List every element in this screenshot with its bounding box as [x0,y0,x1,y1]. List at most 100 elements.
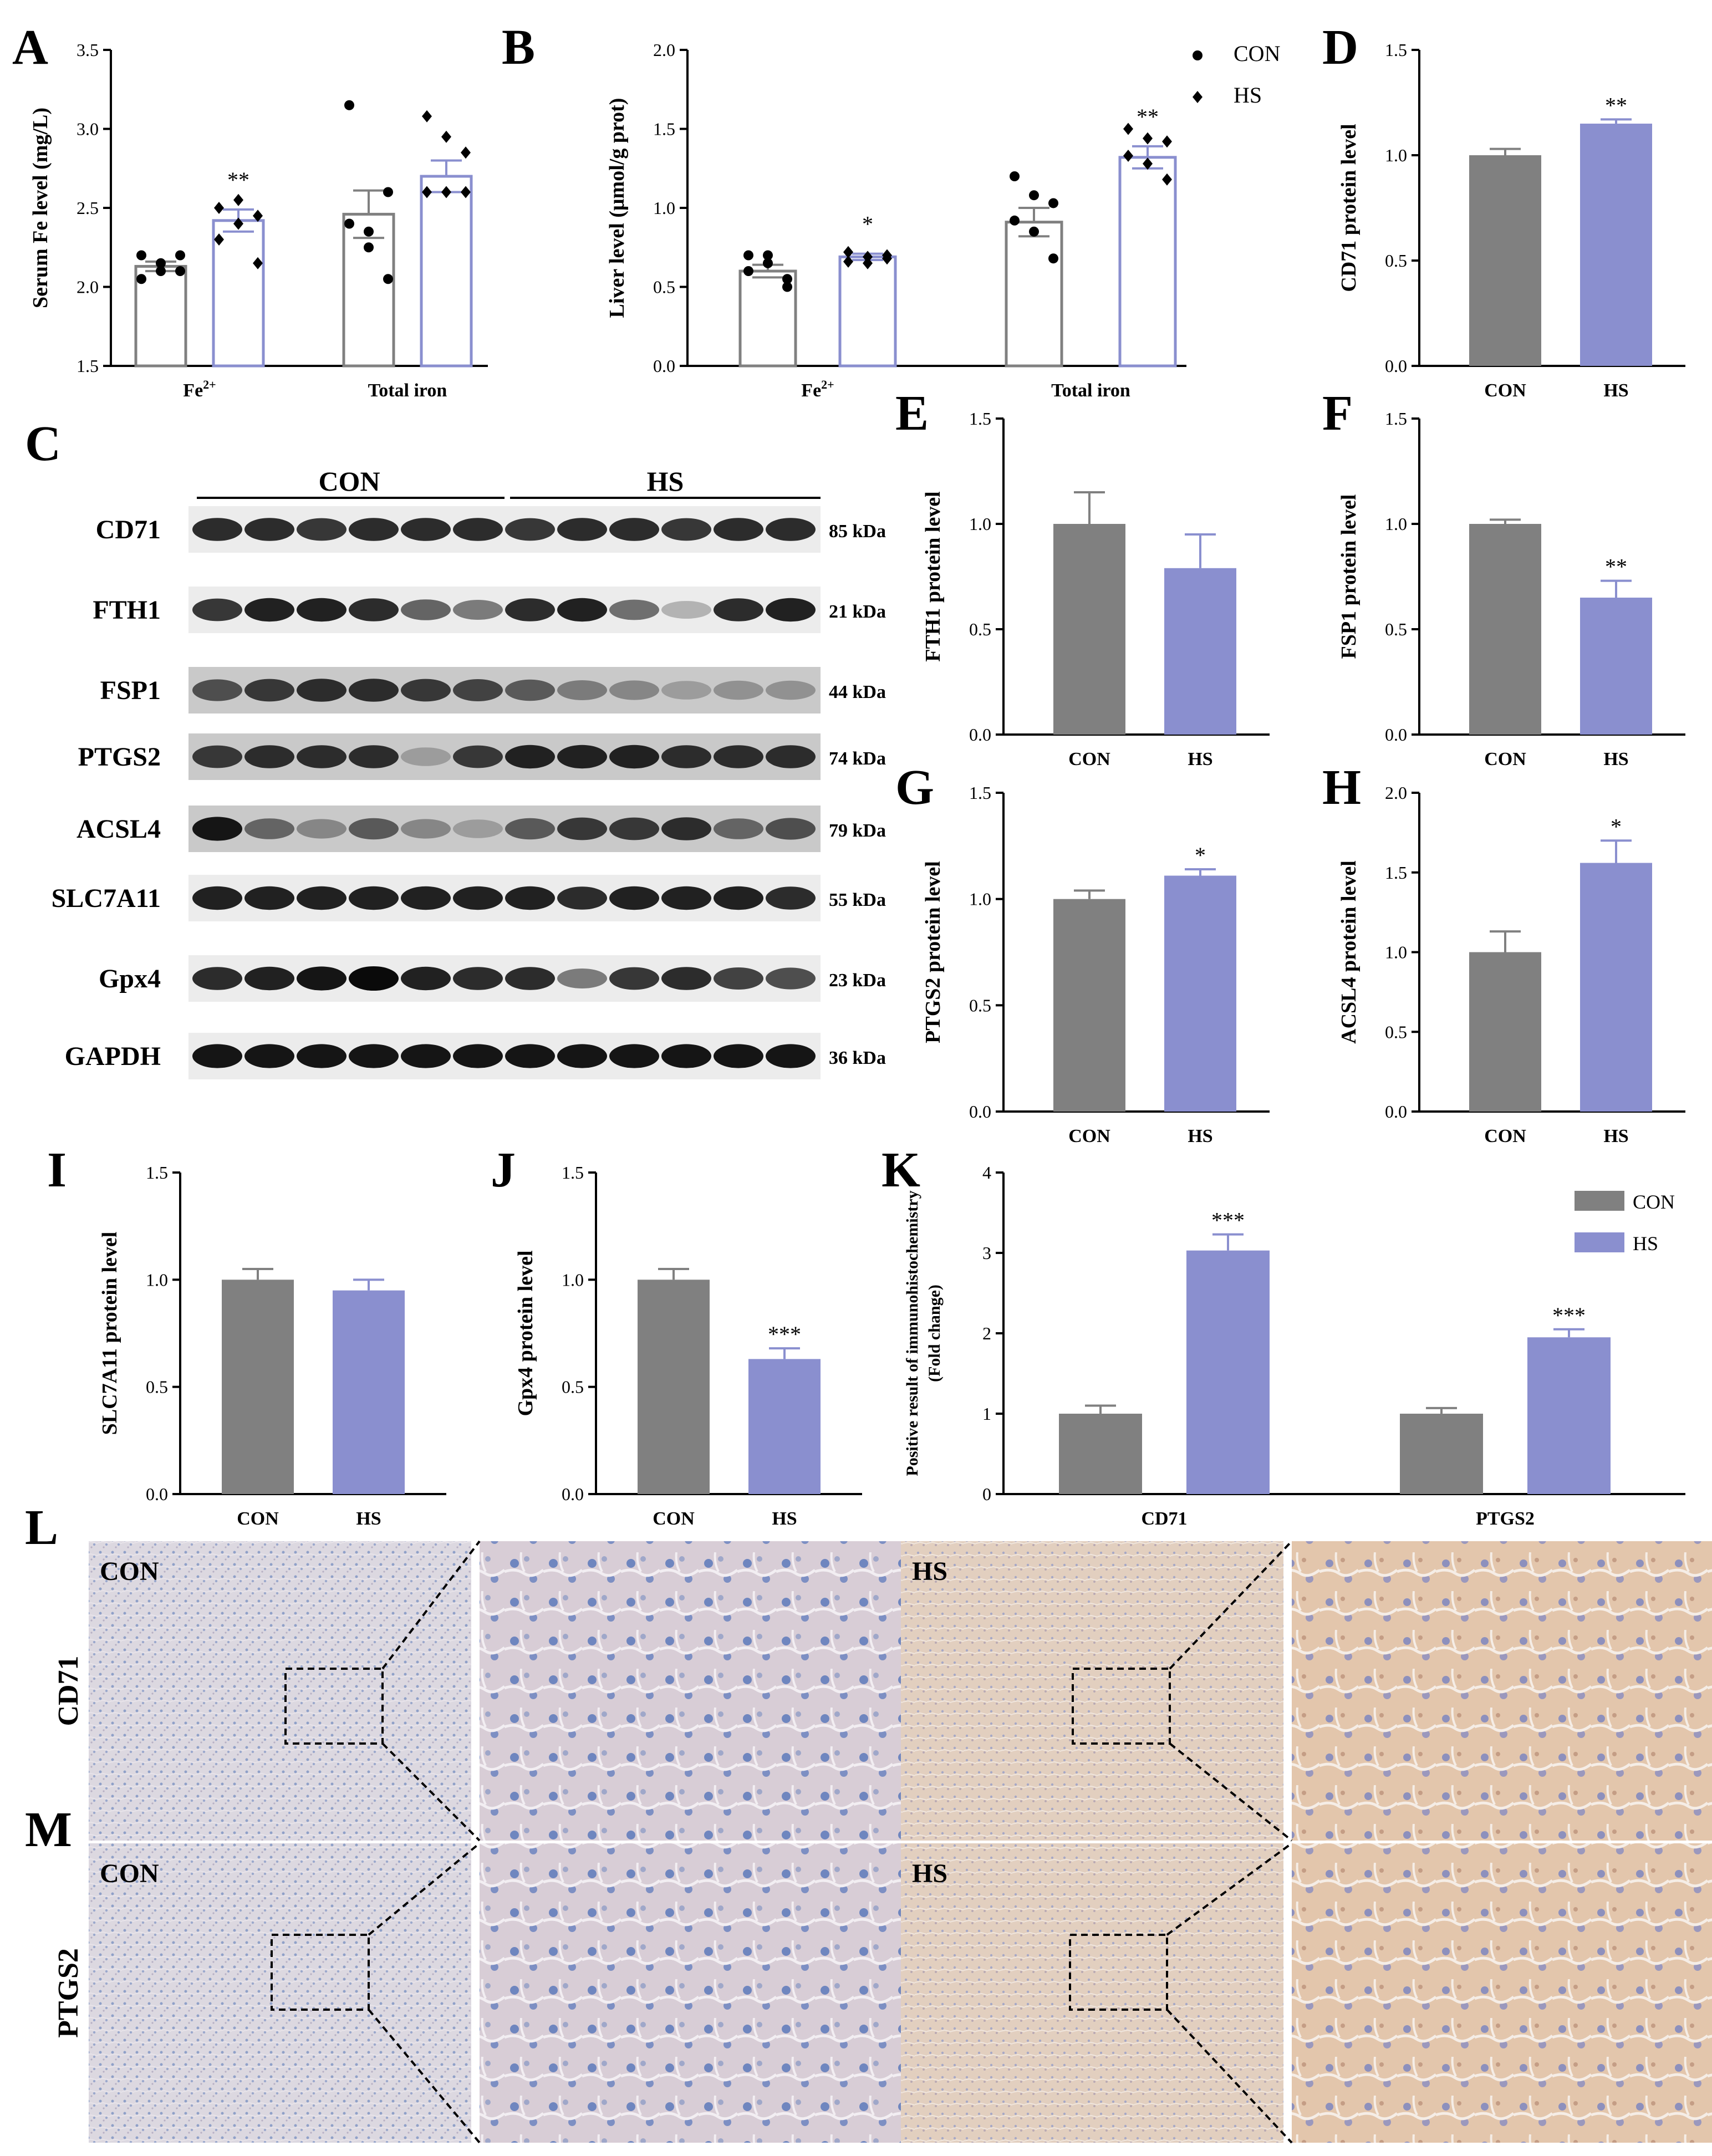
panel-letter-A: A [12,20,48,75]
y-axis-label: FTH1 protein level [921,491,945,662]
y-tick-label: 1.5 [146,1163,168,1183]
y-tick-label: 1.0 [1385,145,1407,165]
blot-band [297,966,347,991]
data-point-hs [843,255,853,268]
blot-band [557,817,607,840]
x-tick-label: CON [1068,749,1110,769]
y-tick-label: 1.0 [562,1270,584,1289]
ihc-group-label: CON [100,1557,159,1586]
data-point-hs [843,246,853,258]
y-axis-label: SLC7A11 protein level [98,1232,121,1435]
bar-HS-1 [1118,156,1177,368]
y-tick-label: 0.0 [1385,725,1407,745]
blot-band [505,1044,555,1068]
legend-label: CON [1234,41,1280,66]
ihc-panels: CD71 CON HS PTGS2 CON HS [53,1540,1712,2144]
blot-size-label: 23 kDa [829,970,886,991]
x-tick-label: CON [237,1508,279,1529]
data-point-hs [253,257,263,269]
y-tick-label: 1 [982,1404,991,1424]
chart-B: 0.0 0.5 1.0 1.5 2.0 Liver level (μmol/g prot)… [605,40,1280,401]
western-blot-panel: CON HS CD71 85 kDa FTH1 21 kDa FSP1 44 kDa PTGS2… [52,466,886,1079]
x-tick-label: CON [1484,749,1526,769]
ihc-group-label: CON [100,1859,159,1888]
x-tick-label: CON [1484,1126,1526,1146]
blot-band [192,1044,242,1068]
blot-band [297,518,347,541]
blot-band [661,817,711,840]
data-point-con [743,250,753,261]
blot-band [297,1044,347,1068]
y-tick-label: 3.5 [77,40,99,60]
ihc-zoom-image [1292,1541,1712,1841]
ihc-overview-image [89,1541,471,1841]
ihc-zoom-line [1169,1540,1293,1670]
blot-band [661,745,711,768]
y-tick-label: 0.0 [1385,1102,1407,1122]
chart-H: 0.0 0.5 1.0 1.5 2.0 ACSL4 protein level CON * HS [1337,783,1685,1146]
legend-swatch [1575,1191,1624,1211]
y-tick-label: 2.5 [77,198,99,218]
blot-band [453,819,503,838]
y-tick-label: 0.0 [1385,356,1407,376]
y-tick-label: 2 [982,1323,991,1343]
bar-CON [1469,524,1541,735]
blot-group-con: CON [318,466,380,497]
y-tick-label: 0 [982,1484,991,1504]
significance-label: *** [1211,1208,1245,1233]
ihc-roi-box [271,1934,370,2011]
bar-CON [1053,899,1125,1112]
y-axis-label: Gpx4 protein level [514,1250,537,1416]
ihc-roi-box [284,1668,384,1745]
data-point-con [743,266,753,276]
chart-D: 0.0 0.5 1.0 1.5 CD71 protein level CON ** HS [1337,40,1685,401]
blot-band [297,886,347,910]
legend-swatch [1575,1232,1624,1252]
chart-J: 0.0 0.5 1.0 1.5 Gpx4 protein level CON *** HS [514,1163,862,1529]
data-point-con [782,274,792,284]
blot-band [557,745,607,769]
blot-protein-label: SLC7A11 [52,884,161,913]
x-tick-label: CON [1484,380,1526,401]
blot-group-hs: HS [647,466,684,497]
panel-letter-C: C [25,416,61,471]
blot-band [766,745,816,768]
blot-band [609,745,659,769]
blot-band [505,967,555,990]
y-tick-label: 1.5 [969,783,991,803]
blot-band [714,598,763,621]
blot-band [453,745,503,768]
bar-CON [1469,952,1541,1112]
blot-band [714,745,763,768]
y-tick-label: 0.5 [562,1377,584,1397]
blot-band [609,886,659,910]
y-tick-label: 1.0 [146,1270,168,1289]
y-tick-label: 1.0 [969,889,991,909]
blot-size-label: 79 kDa [829,820,886,841]
chart-E: 0.0 0.5 1.0 1.5 FTH1 protein level CON HS [921,409,1270,769]
y-tick-label: 0.0 [146,1484,168,1504]
x-tick-label: HS [1603,749,1628,769]
data-point-con [1029,226,1039,237]
data-point-hs [882,249,892,262]
blot-band [453,600,503,620]
ihc-overview-image [901,1843,1283,2143]
y-tick-label: 2.0 [77,277,99,297]
blot-band [453,679,503,701]
blot-band [244,745,294,768]
blot-band [401,966,451,991]
blot-band [661,967,711,990]
ihc-zoom-image [480,1843,965,2143]
panel-letter-G: G [895,760,934,815]
ihc-overview-image [89,1843,471,2143]
significance-label: *** [1552,1303,1586,1328]
bar-CON-1 [1005,221,1063,368]
y-tick-label: 1.5 [1385,409,1407,429]
y-tick-label: 2.0 [653,40,675,60]
y-axis-label: CD71 protein level [1337,124,1361,292]
blot-band [766,818,816,840]
bar-CON [1469,155,1541,366]
blot-band [192,679,242,701]
data-point-con [344,100,354,110]
panel-letter-F: F [1322,386,1353,441]
